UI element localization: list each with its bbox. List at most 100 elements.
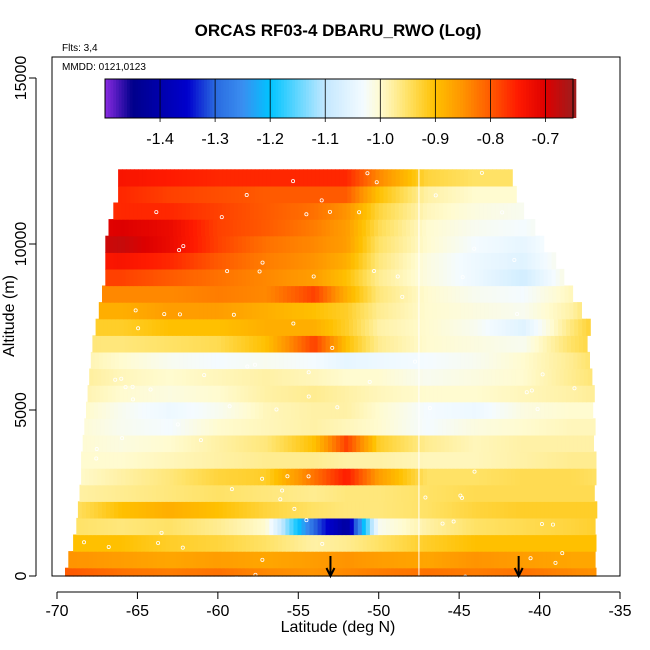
heatmap-cell bbox=[529, 484, 535, 502]
heatmap-cell bbox=[167, 302, 172, 320]
heatmap-cell bbox=[237, 517, 242, 536]
colorbar-segment bbox=[286, 79, 290, 118]
heatmap-cell bbox=[359, 169, 364, 187]
colorbar-segment bbox=[245, 79, 249, 118]
sample-point bbox=[479, 170, 484, 175]
heatmap-cell bbox=[369, 551, 375, 569]
heatmap-cell bbox=[418, 335, 423, 353]
heatmap-cell bbox=[204, 484, 209, 502]
heatmap-cell bbox=[176, 318, 181, 336]
sample-point bbox=[320, 541, 325, 546]
heatmap-cell bbox=[470, 517, 475, 536]
heatmap-cell bbox=[146, 401, 151, 419]
heatmap-cell bbox=[496, 351, 502, 370]
heatmap-cell bbox=[342, 202, 348, 220]
heatmap-cell bbox=[521, 385, 527, 403]
heatmap-cell bbox=[415, 401, 421, 419]
heatmap-cell bbox=[338, 368, 344, 386]
heatmap-cell bbox=[327, 169, 332, 187]
heatmap-cell bbox=[132, 517, 138, 536]
heatmap-cell bbox=[563, 468, 569, 486]
sample-point bbox=[159, 530, 164, 535]
heatmap-cell bbox=[578, 385, 583, 403]
heatmap-cell bbox=[251, 302, 257, 320]
heatmap-cell bbox=[468, 185, 473, 204]
heatmap-cell bbox=[361, 418, 367, 436]
heatmap-cell bbox=[431, 202, 436, 220]
heatmap-cell bbox=[241, 418, 246, 436]
heatmap-cell bbox=[319, 501, 324, 519]
heatmap-cell bbox=[233, 517, 238, 536]
heatmap-cell bbox=[269, 335, 274, 353]
heatmap-cell bbox=[244, 318, 249, 336]
heatmap-cell bbox=[266, 285, 272, 303]
heatmap-cell bbox=[254, 202, 259, 220]
heatmap-cell bbox=[184, 517, 190, 536]
heatmap-cell bbox=[443, 567, 448, 577]
heatmap-cell bbox=[188, 517, 194, 536]
heatmap-cell bbox=[88, 551, 93, 569]
heatmap-cell bbox=[535, 567, 541, 577]
heatmap-cell bbox=[414, 517, 419, 536]
heatmap-cell bbox=[487, 268, 492, 287]
heatmap-cell bbox=[168, 335, 174, 353]
heatmap-cell bbox=[467, 451, 472, 469]
heatmap-cell bbox=[87, 385, 93, 403]
sample-point bbox=[357, 210, 362, 215]
heatmap-cell bbox=[234, 501, 240, 519]
heatmap-cell bbox=[459, 185, 465, 204]
heatmap-cell bbox=[282, 451, 287, 469]
heatmap-cell bbox=[493, 484, 499, 502]
heatmap-cell bbox=[136, 551, 142, 569]
heatmap-cell bbox=[503, 451, 508, 469]
heatmap-cell bbox=[225, 534, 231, 552]
heatmap-cell bbox=[308, 484, 314, 502]
heatmap-cell bbox=[407, 501, 413, 519]
heatmap-cell bbox=[471, 567, 476, 577]
heatmap-cell bbox=[355, 401, 360, 419]
heatmap-cell bbox=[121, 368, 126, 386]
heatmap-cell bbox=[546, 318, 551, 336]
heatmap-cell bbox=[467, 368, 472, 386]
heatmap-cell bbox=[436, 351, 442, 370]
heatmap-cell bbox=[307, 285, 312, 303]
heatmap-cell bbox=[277, 335, 282, 353]
heatmap-cell bbox=[139, 302, 144, 320]
heatmap-cell bbox=[374, 235, 380, 253]
heatmap-cell bbox=[121, 534, 126, 552]
heatmap-cell bbox=[158, 185, 163, 204]
heatmap-cell bbox=[447, 235, 452, 253]
heatmap-cell bbox=[373, 551, 379, 569]
heatmap-cell bbox=[275, 285, 280, 303]
heatmap-cell bbox=[171, 351, 176, 370]
heatmap-cell bbox=[515, 235, 520, 253]
colorbar-segment bbox=[421, 79, 425, 118]
heatmap-cell bbox=[337, 219, 343, 237]
heatmap-cell bbox=[220, 484, 225, 502]
heatmap-cell bbox=[361, 318, 366, 336]
heatmap-cell bbox=[77, 534, 82, 552]
heatmap-cell bbox=[114, 302, 120, 320]
sample-point bbox=[458, 493, 463, 498]
heatmap-cell bbox=[168, 318, 173, 336]
heatmap-cell bbox=[283, 302, 289, 320]
heatmap-cell bbox=[165, 235, 171, 253]
heatmap-cell bbox=[512, 401, 517, 419]
heatmap-cell bbox=[550, 318, 555, 336]
heatmap-cell bbox=[351, 169, 356, 187]
colorbar-segment bbox=[440, 79, 445, 118]
heatmap-cell bbox=[157, 451, 163, 469]
heatmap-cell bbox=[322, 534, 327, 552]
heatmap-cell bbox=[381, 219, 387, 237]
heatmap-cell bbox=[315, 185, 320, 204]
heatmap-cell bbox=[289, 517, 294, 536]
heatmap-cell bbox=[254, 169, 260, 187]
heatmap-cell bbox=[289, 219, 294, 237]
heatmap-cell bbox=[163, 351, 168, 370]
heatmap-cell bbox=[116, 219, 122, 237]
heatmap-cell bbox=[181, 252, 187, 270]
heatmap-cell bbox=[108, 517, 114, 536]
heatmap-cell bbox=[406, 252, 412, 270]
heatmap-cell bbox=[415, 501, 421, 519]
heatmap-cell bbox=[331, 169, 336, 187]
